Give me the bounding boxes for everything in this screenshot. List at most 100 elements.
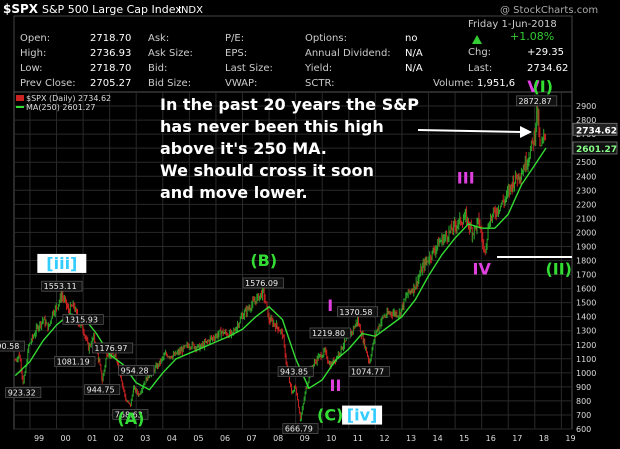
header-field-label: SCTR: — [305, 78, 334, 89]
header-field-value: 2718.70 — [90, 33, 131, 44]
exchange: INDX — [178, 5, 203, 16]
y-axis: 600 700 800 900 1000 1100 1200 1300 1400 1500 1600… — [576, 102, 596, 434]
header-field-label: Annual Dividend: — [305, 48, 391, 59]
chg-value: +29.35 — [527, 47, 564, 58]
header-field-label: Prev Close: — [20, 78, 76, 89]
y-tick-label: 2200 — [576, 200, 596, 209]
annotation-line: and move lower. — [160, 183, 308, 202]
header-field-label: Low: — [20, 63, 43, 74]
header-field-label: Yield: — [304, 63, 332, 74]
header-field-label: Last Size: — [225, 63, 273, 74]
header-field-label: Options: — [305, 33, 347, 44]
wave-label: V — [527, 77, 540, 96]
y-tick-label: 1900 — [576, 242, 596, 251]
index-name: S&P 500 Large Cap Index — [42, 3, 182, 16]
header-date: Friday 1-Jun-2018 — [468, 19, 557, 30]
wave-label-box — [342, 405, 383, 425]
price-tag-label: 2734.62 — [576, 126, 617, 136]
point-label: 954.28 — [121, 366, 149, 375]
x-tick-label: 01 — [87, 434, 97, 443]
annotation-text: In the past 20 years the S&P has never be… — [160, 95, 419, 202]
wave-label: I — [327, 296, 333, 315]
point-label-box — [112, 409, 149, 420]
y-tick-label: 1300 — [576, 327, 596, 336]
last-label: Last: — [468, 63, 492, 74]
y-tick-label: 2400 — [576, 172, 596, 181]
source-credit: @ StockCharts.com — [500, 5, 598, 16]
x-tick-label: 11 — [353, 434, 363, 443]
point-label: 1219.80 — [312, 329, 345, 338]
point-label-box — [277, 366, 314, 378]
header-field-value: 2718.70 — [90, 63, 131, 74]
x-tick-label: 08 — [273, 434, 283, 443]
legend-ma: MA(250) 2601.27 — [26, 103, 96, 112]
x-tick-label: 13 — [406, 434, 416, 443]
point-label: 1315.93 — [65, 315, 98, 324]
x-tick-label: 16 — [486, 434, 496, 443]
wave-label: II — [330, 376, 342, 395]
header-field-value: 2736.93 — [90, 48, 131, 59]
y-tick-label: 1100 — [576, 355, 596, 364]
x-tick-label: 15 — [459, 434, 469, 443]
x-tick-label: 17 — [512, 434, 522, 443]
y-tick-label: 2800 — [576, 116, 596, 125]
point-label: 1074.77 — [351, 367, 384, 376]
point-label: 666.79 — [285, 425, 313, 434]
price-legend-swatch — [16, 95, 24, 101]
chg-label: Chg: — [468, 47, 491, 58]
x-tick-label: 06 — [220, 434, 230, 443]
wave-label: (B) — [250, 251, 277, 270]
y-tick-label: 600 — [576, 425, 591, 434]
point-label-box — [348, 366, 390, 377]
y-tick-label: 1700 — [576, 271, 596, 280]
x-tick-label: 09 — [300, 434, 310, 443]
wave-label: [iii] — [46, 254, 77, 273]
volume-value: 1,951,6 — [477, 78, 515, 89]
point-label: 768.63 — [115, 410, 143, 419]
point-label: 1576.09 — [245, 279, 278, 288]
header-field-label: Bid: — [148, 63, 167, 74]
point-label: 1553.11 — [44, 282, 77, 291]
price-tag-label: 2601.27 — [576, 145, 617, 155]
point-label: 1176.97 — [94, 344, 127, 353]
x-tick-label: 03 — [140, 434, 150, 443]
header-field-value: 2705.27 — [90, 78, 131, 89]
header-panel — [13, 15, 573, 93]
change-percent: +1.08% — [510, 30, 554, 43]
x-tick-label: 12 — [379, 434, 389, 443]
x-tick-label: 00 — [61, 434, 71, 443]
x-tick-label: 10 — [326, 434, 336, 443]
header-field-label: Ask Size: — [148, 48, 193, 59]
x-tick-label: 99 — [34, 434, 44, 443]
point-label-box — [516, 95, 558, 107]
annotation-line: above it's 250 MA. — [160, 139, 327, 158]
wave-label: (II) — [545, 260, 572, 279]
wave-label: (C) — [317, 406, 343, 425]
last-value: 2734.62 — [527, 63, 568, 74]
point-label: 944.75 — [87, 386, 115, 395]
up-arrow-icon — [472, 35, 482, 44]
point-labels: 1190.58 923.32 1553.11 1315.93 1176.97 1081.1… — [0, 95, 558, 434]
annotation-line: has never been this high — [160, 117, 384, 136]
x-tick-label: 04 — [167, 434, 177, 443]
header-field-label: High: — [20, 48, 46, 59]
header-field-value: N/A — [405, 63, 423, 74]
wave-label: (A) — [117, 409, 144, 428]
symbol: $SPX — [3, 2, 39, 16]
point-label: 1190.58 — [0, 342, 19, 351]
wave-label: III — [457, 168, 475, 187]
point-label: 2872.87 — [518, 97, 551, 106]
point-label-box — [309, 327, 351, 339]
wave-label: IV — [472, 260, 491, 279]
header-field-label: Bid Size: — [148, 78, 191, 89]
price-tag-box — [572, 141, 618, 155]
y-tick-label: 2500 — [576, 158, 596, 167]
header-fields: Open: 2718.70 High: 2736.93 Low: 2718.70 Prev … — [20, 33, 423, 89]
point-label-box — [54, 356, 96, 367]
point-label-box — [282, 423, 319, 434]
x-axis: 99 00 01 02 03 04 05 06 07 08 09 10 11 12 13 14 15 16 17 18… — [34, 434, 576, 443]
point-label-box — [92, 342, 134, 354]
header-field-label: VWAP: — [225, 78, 257, 89]
x-tick-label: 19 — [565, 434, 575, 443]
point-label-box — [0, 340, 25, 352]
